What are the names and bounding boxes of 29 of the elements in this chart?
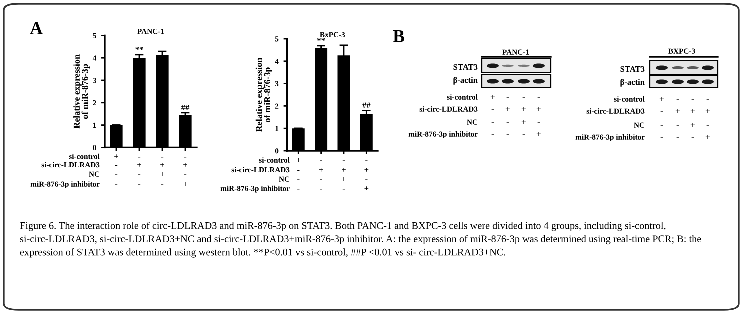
x-tick-label: - + - + xyxy=(364,160,369,190)
x-tick-label: - + - - xyxy=(319,160,324,190)
text: STAT3 xyxy=(620,66,645,72)
category-label: - + + - xyxy=(690,100,696,138)
y-axis-title: Relative expression of miR-876-3p xyxy=(74,54,90,129)
caption: Figure 6. The interaction role of circ-LDLRAD3 and miR-876-3p on STAT3. Both PANC-1 and BXPC-3 cells were divided into 4 groups, including si-control, si-circ-LDLRAD3, si-circ-LDLRAD3+NC and si-circ-LDLRAD3+miR-876-3p inhibitor. A: the expression of miR-876-3p was determined using real-time PCR; B: the expression of STAT3 was determined using western blot. **P<0.01 vs si-control, ##P <0.01 vs si- circ-LDLRAD3+NC. xyxy=(20,222,702,258)
text: β-actin xyxy=(454,77,478,85)
category-label: + - - - xyxy=(660,97,664,138)
text: A xyxy=(30,22,43,34)
category-label: - + - + xyxy=(706,100,710,140)
category-label: - + - + xyxy=(536,98,542,136)
annotation: ## xyxy=(181,105,190,111)
x-tick-label: - + - - xyxy=(138,156,142,186)
y-axis-title: Relative expression of miR-876-3p xyxy=(256,58,272,132)
text: STAT3 xyxy=(454,64,478,70)
x-tick-label: + - - - xyxy=(114,154,118,186)
category-label: - + + - xyxy=(522,98,526,136)
x-tick-label: - + + - xyxy=(342,160,346,190)
x-tick-label: + - - - xyxy=(296,158,301,190)
annotation: ** xyxy=(136,46,144,50)
x-tick-label: - + + - xyxy=(160,156,164,186)
category-label: + - - - xyxy=(490,95,496,136)
x-tick-label: - + - + xyxy=(184,156,188,186)
text: β-actin xyxy=(620,79,645,87)
category-label: - + - - xyxy=(676,100,680,138)
annotation: ## xyxy=(362,102,371,108)
category-label: - + - - xyxy=(506,98,510,136)
text: B xyxy=(393,30,405,42)
annotation: ** xyxy=(317,38,326,42)
